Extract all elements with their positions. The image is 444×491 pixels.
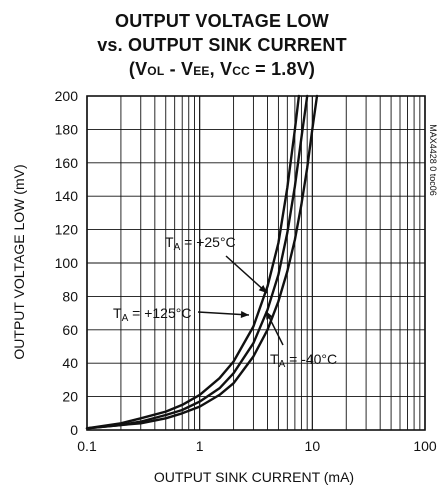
x-axis-label: OUTPUT SINK CURRENT (mA) <box>154 469 354 485</box>
series-line <box>85 94 301 430</box>
y-tick-label: 0 <box>70 422 78 438</box>
series-lines <box>85 94 319 430</box>
annotation-arrowhead <box>266 311 273 320</box>
y-tick-label: 40 <box>62 355 78 371</box>
chart-title-line2: vs. OUTPUT SINK CURRENT <box>97 35 347 55</box>
annotation-arrowhead <box>258 285 267 293</box>
plot-frame <box>86 95 426 431</box>
y-axis-label: OUTPUT VOLTAGE LOW (mV) <box>11 164 27 359</box>
x-tick-label: 10 <box>305 438 321 454</box>
series-annotation: TA = +125°C <box>113 305 191 324</box>
x-tick-label: 100 <box>413 438 437 454</box>
y-tick-label: 20 <box>62 389 78 405</box>
series-line <box>85 94 319 430</box>
annotation-leader-line <box>197 311 250 316</box>
series-annotation: TA = -40°C <box>270 351 337 370</box>
grid <box>86 95 426 431</box>
y-tick-label: 80 <box>62 288 78 304</box>
annotation-arrowhead <box>240 311 249 318</box>
tick-labels: 0.1 1 10 100 0 20 40 60 80 100 120 140 160 180 200 <box>55 88 437 454</box>
y-tick-label: 60 <box>62 322 78 338</box>
y-tick-label: 180 <box>55 121 79 137</box>
annotations: TA = +125°C TA = +25°C TA = -40°C <box>113 234 337 370</box>
annotation-leader-line <box>225 255 268 294</box>
chart-title-line3: (VOL - VEE, VCC = 1.8V) <box>128 59 316 79</box>
part-number-watermark: MAX4428 0 toc06 <box>428 124 438 196</box>
chart-title-line1: OUTPUT VOLTAGE LOW <box>115 11 329 31</box>
y-tick-label: 120 <box>55 222 79 238</box>
series-line <box>85 94 309 430</box>
x-tick-label: 0.1 <box>77 438 97 454</box>
y-tick-label: 200 <box>55 88 79 104</box>
x-tick-label: 1 <box>196 438 204 454</box>
y-tick-label: 100 <box>55 255 79 271</box>
y-tick-label: 140 <box>55 188 79 204</box>
series-annotation: TA = +25°C <box>165 234 236 253</box>
y-tick-label: 160 <box>55 155 79 171</box>
